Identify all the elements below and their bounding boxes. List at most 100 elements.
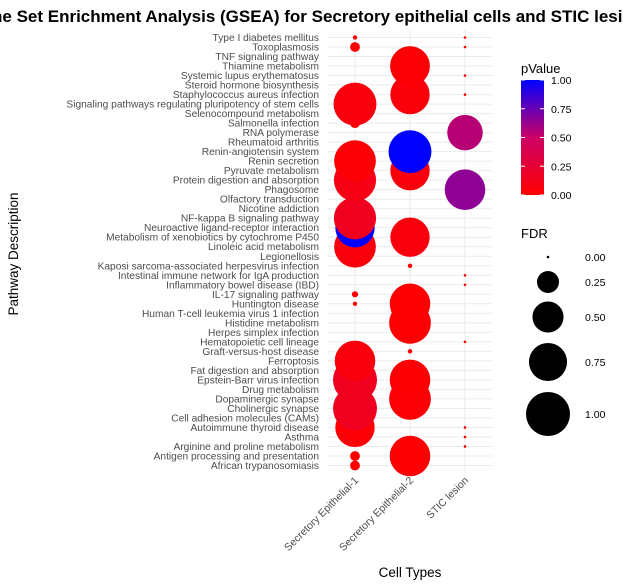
fdr-legend-key-label: 1.00 bbox=[585, 409, 606, 421]
y-tick-label: RNA polymerase bbox=[243, 128, 320, 139]
data-point bbox=[390, 217, 430, 257]
data-points bbox=[333, 35, 486, 477]
y-tick-label: Metabolism of xenobiotics by cytochrome … bbox=[106, 233, 319, 244]
y-tick-label: Arginine and proline metabolism bbox=[173, 442, 319, 453]
y-tick-label: Legionellosis bbox=[260, 252, 319, 263]
colorbar-tick-label: 0.00 bbox=[551, 190, 572, 202]
data-point bbox=[390, 74, 430, 115]
fdr-legend-key-label: 0.75 bbox=[585, 357, 606, 369]
data-point bbox=[463, 435, 467, 439]
data-point bbox=[352, 35, 358, 40]
data-point bbox=[389, 359, 431, 401]
data-point bbox=[463, 445, 467, 448]
y-tick-label: Steroid hormone biosynthesis bbox=[185, 81, 319, 92]
y-tick-label: Herpes simplex infection bbox=[208, 328, 319, 339]
y-tick-label: Autoimmune thyroid disease bbox=[190, 423, 319, 434]
data-point bbox=[407, 349, 413, 354]
x-tick-label: STIC lesion bbox=[424, 475, 471, 522]
y-tick-label: Huntington disease bbox=[232, 299, 320, 310]
fdr-legend-title: FDR bbox=[521, 226, 548, 241]
pvalue-legend-ticks: 0.00 0.25 0.50 0.75 1.00 bbox=[521, 75, 572, 202]
y-tick-label: Asthma bbox=[284, 432, 319, 443]
fdr-legend-key-circle bbox=[537, 271, 559, 293]
y-tick-label: Neuroactive ligand-receptor interaction bbox=[144, 223, 319, 234]
y-tick-label: Linoleic acid metabolism bbox=[208, 242, 319, 253]
fdr-legend-key-circle bbox=[528, 342, 568, 382]
data-point bbox=[463, 36, 467, 39]
colorbar-tick-label: 0.75 bbox=[551, 104, 572, 116]
data-point bbox=[350, 42, 360, 52]
y-tick-label: Drug metabolism bbox=[242, 385, 319, 396]
y-tick-label: Staphylococcus aureus infection bbox=[173, 90, 319, 101]
y-tick-label: IL-17 signaling pathway bbox=[212, 290, 320, 301]
y-tick-label: Ferroptosis bbox=[268, 356, 319, 367]
data-point bbox=[388, 130, 432, 174]
y-tick-label: Histidine metabolism bbox=[225, 318, 319, 329]
data-point bbox=[463, 45, 467, 49]
fdr-legend-key-label: 0.50 bbox=[585, 312, 606, 324]
data-point bbox=[389, 283, 431, 325]
fdr-legend-keys: 0.00 0.25 0.50 0.75 1.00 bbox=[526, 252, 606, 436]
fdr-legend-key-circle bbox=[546, 255, 550, 259]
y-tick-label: Kaposi sarcoma-associated herpesvirus in… bbox=[98, 261, 319, 272]
x-axis-title: Cell Types bbox=[379, 565, 442, 580]
y-tick-label: Antigen processing and presentation bbox=[154, 451, 319, 462]
data-point bbox=[333, 197, 377, 240]
y-tick-label: Thiamine metabolism bbox=[222, 62, 319, 73]
y-tick-label: Cell adhesion molecules (CAMs) bbox=[171, 413, 319, 424]
data-point bbox=[463, 273, 467, 277]
data-point bbox=[407, 263, 413, 268]
fdr-legend-key-label: 0.00 bbox=[585, 252, 606, 264]
y-tick-label: Salmonella infection bbox=[228, 119, 319, 130]
fdr-legend-key-label: 0.25 bbox=[585, 277, 606, 289]
y-tick-label: Rheumatoid arthritis bbox=[228, 138, 319, 149]
data-point bbox=[350, 460, 360, 471]
pvalue-colorbar bbox=[521, 80, 544, 195]
y-tick-label: Intestinal immune network for IgA produc… bbox=[118, 271, 319, 282]
data-point bbox=[334, 340, 376, 382]
data-point bbox=[463, 426, 467, 429]
data-point bbox=[444, 169, 486, 210]
y-tick-label: Toxoplasmosis bbox=[252, 43, 319, 54]
data-point bbox=[463, 93, 467, 96]
y-tick-label: Signaling pathways regulating pluripoten… bbox=[66, 100, 319, 111]
y-tick-label: Epstein-Barr virus infection bbox=[197, 375, 319, 386]
data-point bbox=[389, 435, 431, 477]
y-axis-title: Pathway Description bbox=[6, 192, 21, 315]
y-tick-label: African trypanosomiasis bbox=[211, 461, 319, 472]
y-tick-label: Renin-angiotensin system bbox=[202, 147, 319, 158]
y-tick-label: Systemic lupus erythematosus bbox=[181, 71, 319, 82]
data-point bbox=[463, 74, 467, 77]
y-tick-label: Renin secretion bbox=[248, 157, 319, 168]
y-tick-label: Cholinergic synapse bbox=[227, 404, 319, 415]
data-point bbox=[334, 140, 376, 183]
data-point bbox=[390, 46, 430, 86]
data-point bbox=[463, 340, 467, 344]
data-point bbox=[351, 291, 359, 298]
y-tick-label: Hematopoietic cell lineage bbox=[200, 337, 319, 348]
y-tick-label: Olfactory transduction bbox=[220, 195, 319, 206]
colorbar-tick-label: 1.00 bbox=[551, 75, 572, 87]
y-tick-label: Inflammatory bowel disease (IBD) bbox=[166, 280, 319, 291]
y-tick-label: Selenocompound metabolism bbox=[185, 109, 319, 120]
data-point bbox=[352, 301, 358, 307]
colorbar-tick-label: 0.25 bbox=[551, 161, 572, 173]
fdr-legend: FDR 0.00 0.25 0.50 0.75 1.00 bbox=[521, 226, 606, 436]
data-point bbox=[333, 82, 377, 126]
y-tick-label: Dopaminergic synapse bbox=[215, 394, 319, 405]
y-tick-label: Pyruvate metabolism bbox=[224, 166, 319, 177]
fdr-legend-key-circle bbox=[532, 301, 564, 333]
y-tick-label: Human T-cell leukemia virus 1 infection bbox=[142, 309, 319, 320]
colorbar-tick-label: 0.50 bbox=[551, 133, 572, 145]
y-tick-label: Nicotine addiction bbox=[239, 204, 319, 215]
data-point bbox=[463, 283, 467, 287]
y-tick-label: NF-kappa B signaling pathway bbox=[181, 214, 320, 225]
pvalue-legend: pValue 0.00 0.25 0.50 0.75 1.00 bbox=[521, 61, 572, 202]
chart-title: Gene Set Enrichment Analysis (GSEA) for … bbox=[0, 7, 623, 26]
y-tick-label: Type I diabetes mellitus bbox=[213, 33, 319, 44]
y-tick-label: TNF signaling pathway bbox=[215, 52, 320, 63]
y-tick-label: Fat digestion and absorption bbox=[190, 366, 319, 377]
